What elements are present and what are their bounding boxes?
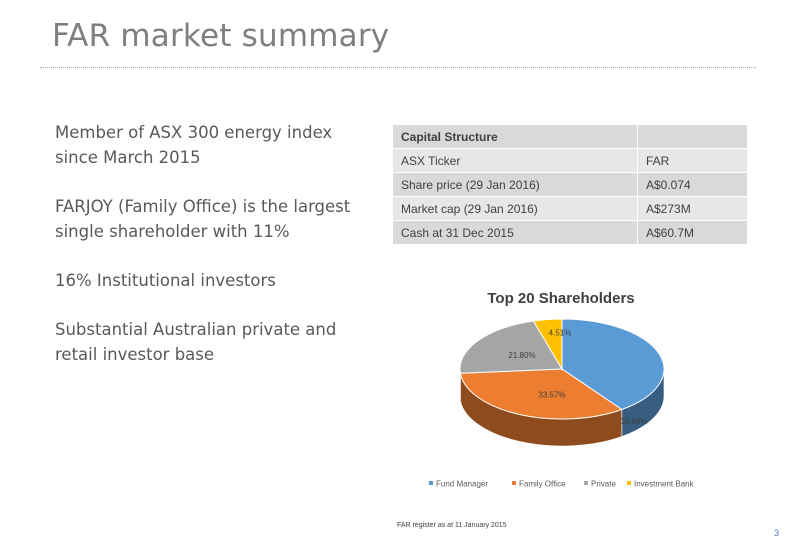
summary-point-asx300: Member of ASX 300 energy index since Mar… <box>55 123 333 167</box>
table-row: Cash at 31 Dec 2015 A$60.7M <box>392 220 748 245</box>
pie-slice-investment-bank <box>532 318 563 371</box>
legend-swatch-family-office <box>512 481 516 485</box>
table-row-value: A$273M <box>637 196 748 221</box>
legend-label-fund-manager: Fund Manager <box>436 480 488 489</box>
page-number: 3 <box>774 528 780 538</box>
table-row-label: Share price (29 Jan 2016) <box>392 172 638 197</box>
capital-structure-table: Capital Structure ASX Ticker FAR Share p… <box>392 124 748 245</box>
title-divider <box>40 67 756 68</box>
summary-text: Member of ASX 300 energy index since Mar… <box>55 120 375 391</box>
legend-item-investment-bank: Investment Bank <box>627 480 695 489</box>
pie-data-label-fund-manager: 39.96% <box>620 417 647 426</box>
table-header-empty-cell <box>637 124 748 149</box>
legend-swatch-fund-manager <box>429 481 433 485</box>
legend-item-fund-manager: Fund Manager <box>429 480 488 489</box>
table-row-label: ASX Ticker <box>392 148 638 173</box>
pie-data-label-investment-bank: 4.51% <box>549 328 572 337</box>
pie-data-label-family-office: 33.57% <box>538 390 565 399</box>
table-row-value: A$0.074 <box>637 172 748 197</box>
table-row-label: Cash at 31 Dec 2015 <box>392 220 638 245</box>
legend-swatch-investment-bank <box>627 481 631 485</box>
legend-label-family-office: Family Office <box>519 480 566 489</box>
pie-data-labels: 39.96% 33.57% 21.80% 4.51% <box>508 328 647 425</box>
table-header-cell: Capital Structure <box>392 124 638 149</box>
summary-point-institutional: 16% Institutional investors <box>55 271 276 290</box>
legend-item-family-office: Family Office <box>512 480 566 489</box>
pie-slices <box>459 318 665 420</box>
pie-data-label-private: 21.80% <box>508 351 535 360</box>
summary-point-farjoy: FARJOY (Family Office) is the largest si… <box>55 197 351 241</box>
table-row: ASX Ticker FAR <box>392 148 748 173</box>
page-title: FAR market summary <box>52 18 390 54</box>
table-header-row: Capital Structure <box>392 124 748 149</box>
pie-slice-private <box>459 320 563 374</box>
table-row-label: Market cap (29 Jan 2016) <box>392 196 638 221</box>
shareholders-pie-chart: Top 20 Shareholders 39.96% 33.57% 21.80% 4.… <box>429 290 695 489</box>
chart-legend: Fund Manager Family Office Private Investme… <box>429 480 695 489</box>
chart-title: Top 20 Shareholders <box>487 290 634 307</box>
pie-slice-family-office <box>459 368 623 420</box>
legend-label-private: Private <box>591 480 616 489</box>
pie-slice-fund-manager <box>561 318 665 411</box>
legend-item-private: Private <box>584 480 616 489</box>
summary-point-retail: Substantial Australian private and retai… <box>55 320 337 364</box>
legend-swatch-private <box>584 481 588 485</box>
footnote: FAR register as at 11 January 2015 <box>397 522 507 529</box>
table-row: Share price (29 Jan 2016) A$0.074 <box>392 172 748 197</box>
legend-label-investment-bank: Investment Bank <box>634 480 695 489</box>
table-row-value: A$60.7M <box>637 220 748 245</box>
table-row-value: FAR <box>637 148 748 173</box>
table-row: Market cap (29 Jan 2016) A$273M <box>392 196 748 221</box>
